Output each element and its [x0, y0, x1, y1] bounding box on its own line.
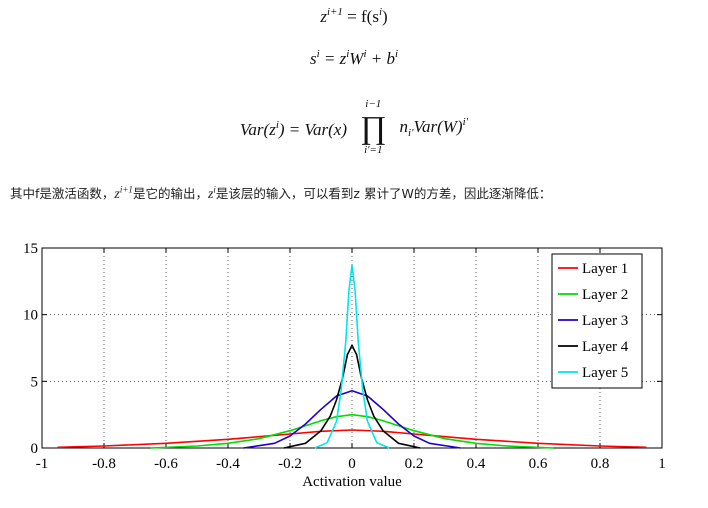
eq2-c: W — [349, 49, 364, 68]
legend-entry-label: Layer 5 — [582, 365, 628, 381]
prod-upper-limit: i−1 — [365, 97, 382, 110]
prod-lower-limit: i′=1 — [364, 143, 383, 156]
eq3-lhs-sup: i — [275, 119, 279, 131]
eq2-c-sup: i — [363, 48, 367, 60]
product-operator: i−1 ∏ i′=1 — [353, 98, 393, 158]
x-tick-label: -0.4 — [216, 456, 240, 472]
eq1-close: ) — [382, 7, 388, 26]
para-z1: z — [114, 187, 120, 202]
series-lines — [57, 264, 647, 449]
legend-box — [551, 253, 643, 389]
explanation-paragraph: 其中f是激活函数，zi+1是它的输出，zi是该层的输入，可以看到z 累计了W的方… — [10, 183, 705, 203]
x-tick-label: 0 — [348, 456, 356, 472]
eq2-b: = z — [323, 49, 347, 68]
equation-variance: Var(zi) = Var(x) i−1 ∏ i′=1 ni′Var(W)i′ — [0, 92, 708, 156]
para-z1-sup: i+1 — [119, 184, 133, 195]
eq2-b-sup: i — [346, 48, 350, 60]
x-tick-label: -0.6 — [154, 456, 178, 472]
x-tick-label: 1 — [658, 456, 666, 472]
eq1-lhs: z — [320, 7, 327, 26]
eq3-tail: Var(W) — [413, 117, 463, 136]
para-text-3: 是该层的输入，可以看到z 累计了W的方差，因此逐渐降低： — [215, 186, 552, 201]
x-tick-label: 0.6 — [529, 456, 548, 472]
eq3-n: n — [399, 117, 409, 136]
para-text-2: 是它的输出， — [132, 186, 208, 201]
y-tick-label: 10 — [23, 308, 38, 324]
para-math-z-current: zi — [207, 184, 216, 202]
y-tick-label: 0 — [31, 441, 39, 457]
legend-entry-label: Layer 4 — [582, 339, 629, 355]
series-line-layer-2 — [150, 413, 554, 449]
x-tick-label: -0.8 — [92, 456, 116, 472]
eq3-tail-sup: i′ — [462, 116, 469, 128]
para-z2: z — [207, 187, 214, 202]
legend-entry-label: Layer 3 — [582, 313, 628, 329]
legend: Layer 1 Layer 2 Layer 3 Layer 4 Layer 5 — [551, 253, 643, 389]
eq3-mid: ) = Var(x) — [278, 120, 348, 139]
series-line-layer-4 — [283, 344, 421, 449]
legend-entry-label: Layer 2 — [582, 287, 628, 303]
para-math-z-next: zi+1 — [114, 184, 133, 202]
eq3-lhs: Var(z — [239, 120, 276, 139]
series-line-layer-5 — [314, 264, 390, 449]
series-line-layer-3 — [243, 389, 461, 449]
legend-entry-label: Layer 1 — [582, 261, 628, 277]
x-tick-label: -0.2 — [278, 456, 302, 472]
equation-linear: si = ziWi + bi — [0, 48, 708, 69]
series-line-layer-1 — [57, 429, 647, 449]
eq2-a-sup: i — [316, 48, 320, 60]
x-tick-label: 0.8 — [591, 456, 610, 472]
x-tick-label: -1 — [36, 456, 49, 472]
x-axis-label: Activation value — [302, 474, 402, 490]
para-text-1: 其中f是激活函数， — [10, 186, 115, 201]
y-tick-label: 15 — [23, 241, 38, 257]
eq1-lhs-sup: i+1 — [326, 6, 343, 18]
eq1-rhs: = f(s — [347, 7, 379, 26]
eq1-rhs-sup: i — [378, 6, 383, 18]
eq2-d: + b — [370, 49, 395, 68]
eq3-n-sub: i′ — [408, 127, 414, 139]
x-tick-label: 0.2 — [405, 456, 424, 472]
prod-symbol: ∏ — [360, 108, 387, 145]
y-tick-label: 5 — [31, 374, 39, 390]
equation-activation: zi+1 = f(si) — [0, 6, 708, 27]
eq2-d-sup: i — [395, 48, 399, 60]
para-z2-sup: i — [213, 184, 216, 195]
x-tick-label: 0.4 — [467, 456, 486, 472]
eq2-a: s — [309, 49, 317, 68]
